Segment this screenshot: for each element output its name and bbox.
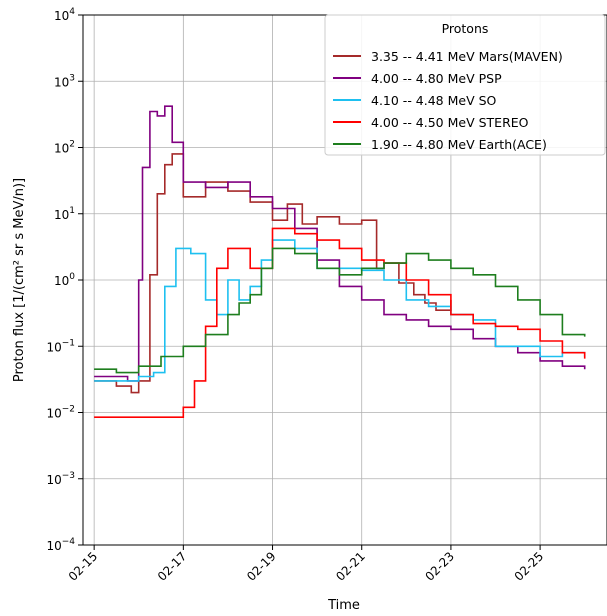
- y-tick-label: 10−3: [46, 471, 75, 487]
- y-tick-label: 101: [54, 206, 75, 222]
- x-tick-label: 02-19: [244, 549, 279, 584]
- y-tick-label: 104: [54, 7, 75, 23]
- y-tick-label: 102: [54, 140, 75, 156]
- legend: Protons 3.35 -- 4.41 MeV Mars(MAVEN) 4.00 …: [324, 14, 606, 156]
- series-lines: [94, 105, 586, 418]
- y-tick-label: 103: [54, 73, 75, 89]
- series-line-4: [94, 227, 586, 418]
- y-tick-label: 10−2: [46, 405, 75, 421]
- y-tick-label: 10−4: [46, 537, 75, 553]
- legend-label: 1.90 -- 4.80 MeV Earth(ACE): [371, 137, 547, 152]
- legend-label: 4.00 -- 4.80 MeV PSP: [371, 71, 502, 86]
- x-tick-label: 02-17: [155, 549, 190, 584]
- x-tick-label: 02-23: [422, 549, 457, 584]
- y-tick-label: 10−1: [46, 338, 75, 354]
- y-axis-title: Proton flux [1/(cm² sr s MeV/n)]: [12, 178, 27, 382]
- series-line-1: [94, 153, 452, 394]
- series-line-5: [94, 247, 586, 374]
- legend-label: 4.00 -- 4.50 MeV STEREO: [371, 115, 529, 130]
- legend-label: 3.35 -- 4.41 MeV Mars(MAVEN): [371, 49, 563, 64]
- y-tick-label: 100: [54, 272, 75, 288]
- x-tick-label: 02-21: [333, 549, 368, 584]
- x-axis-title: Time: [327, 598, 360, 613]
- series-line-3: [94, 239, 586, 382]
- legend-title: Protons: [442, 21, 489, 36]
- x-tick-label: 02-15: [66, 549, 101, 584]
- legend-label: 4.10 -- 4.48 MeV SO: [371, 93, 497, 108]
- legend-box: [324, 14, 606, 156]
- x-tick-label: 02-25: [512, 549, 547, 584]
